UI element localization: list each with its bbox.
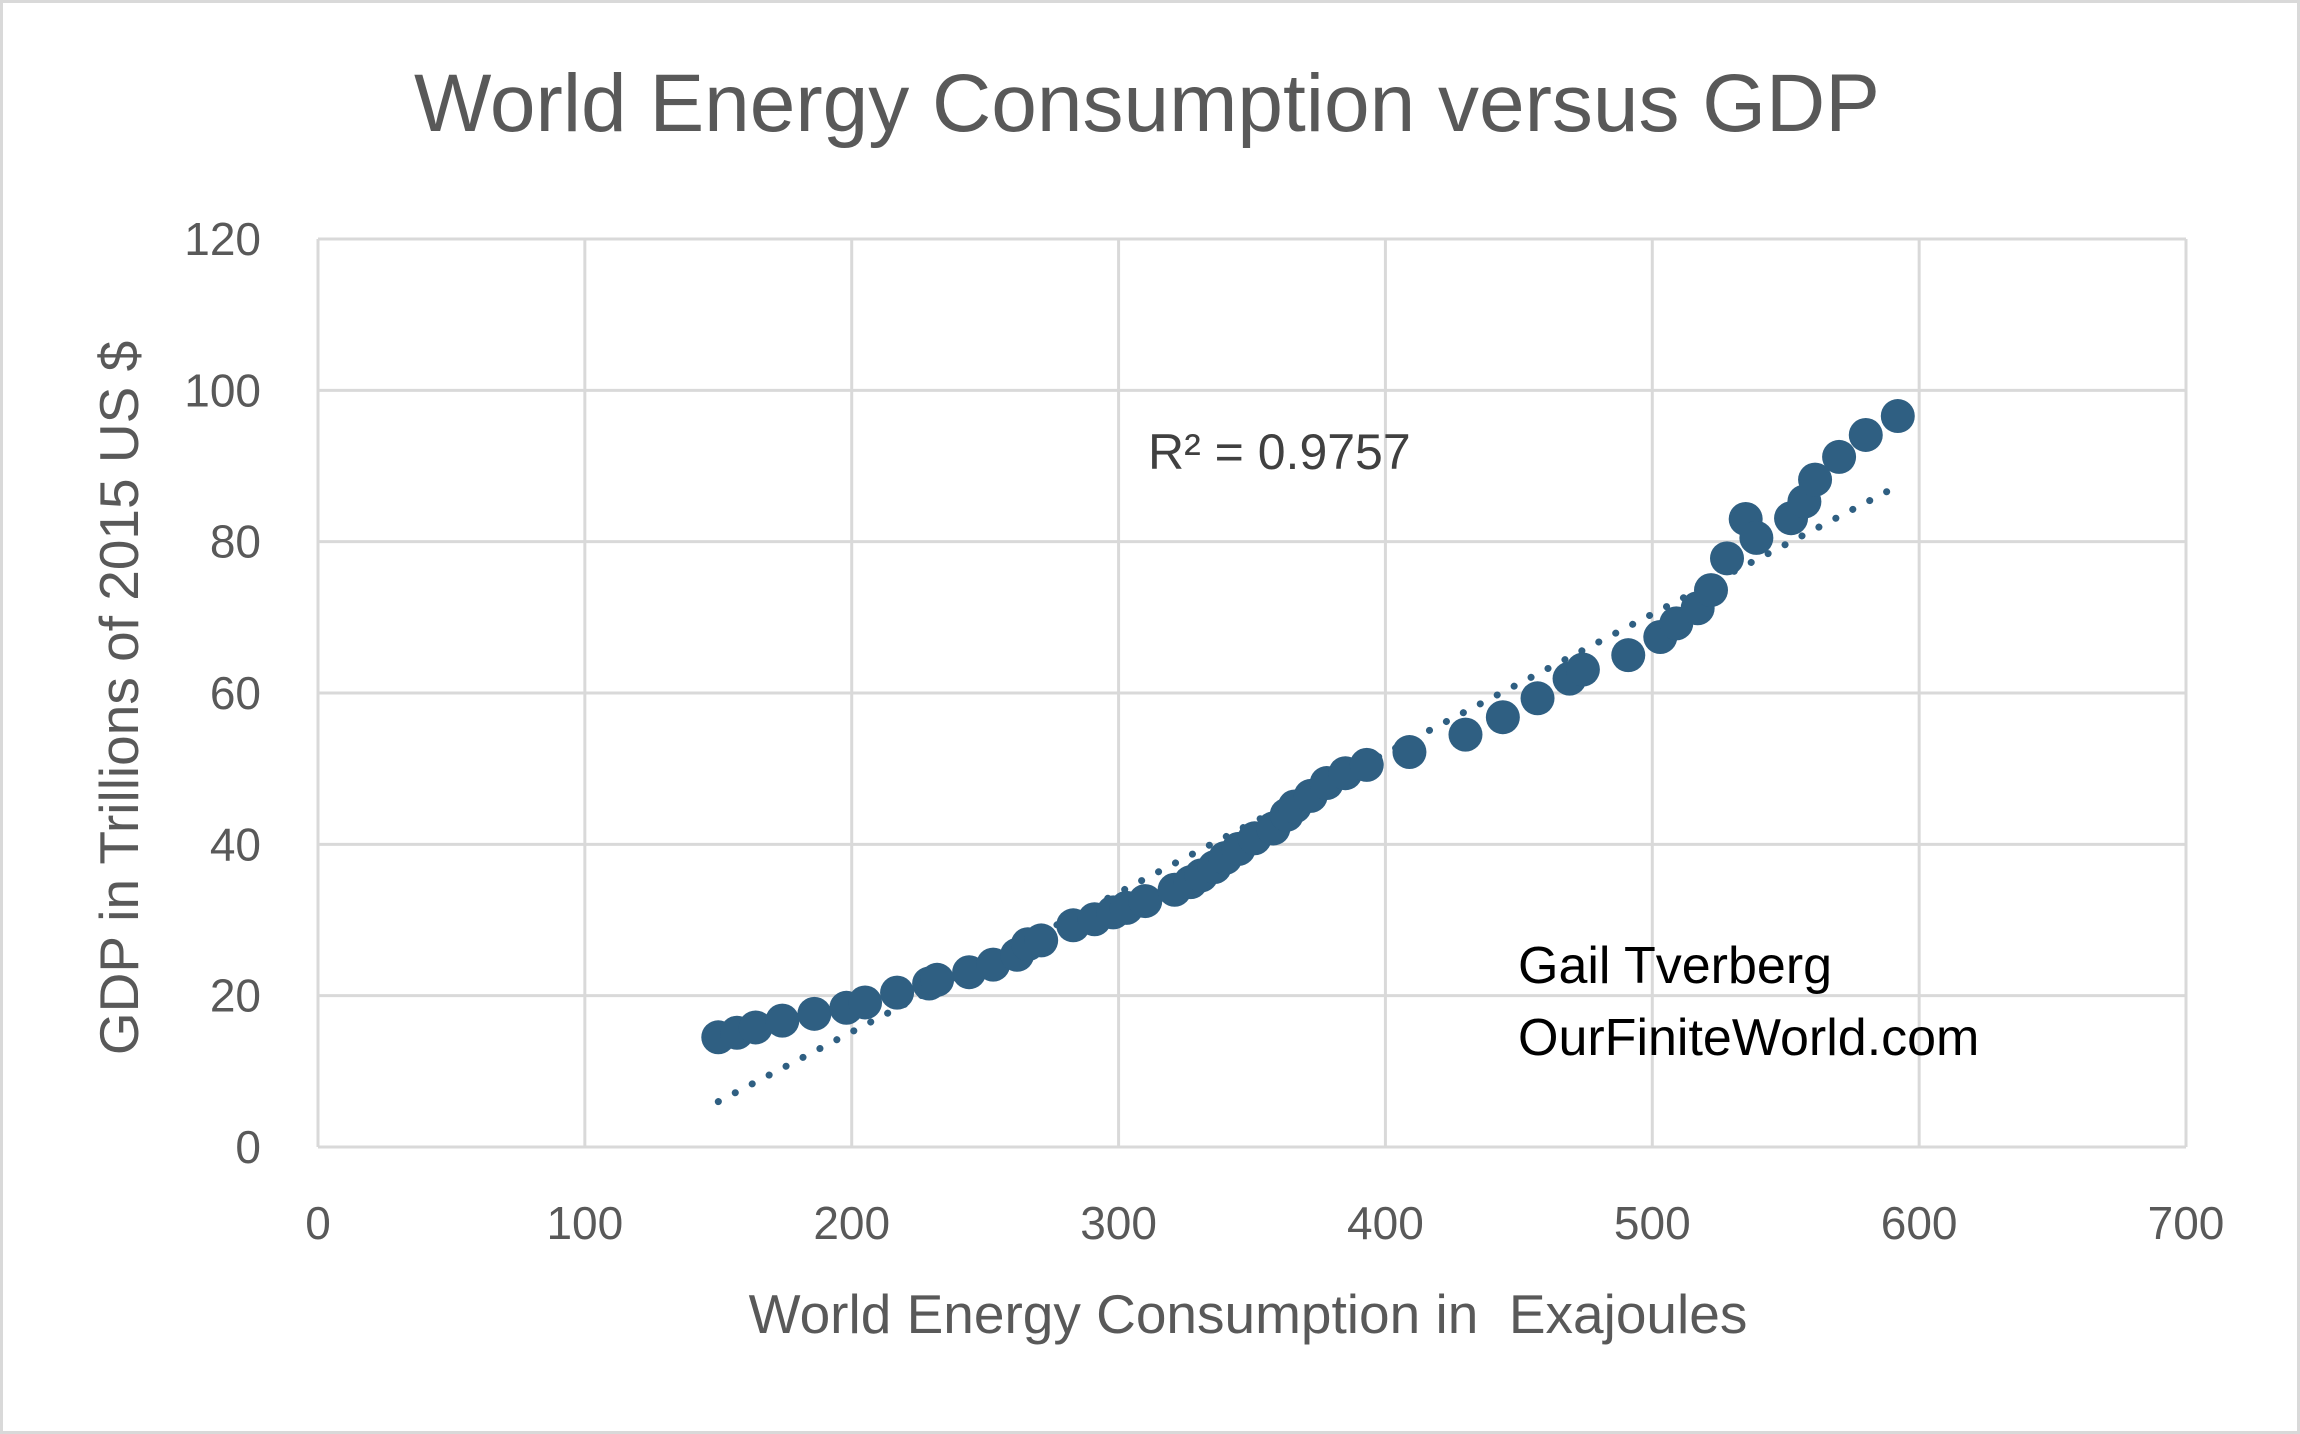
data-point xyxy=(848,985,883,1020)
data-point xyxy=(1822,439,1857,474)
y-tick-label: 100 xyxy=(184,364,261,416)
data-point xyxy=(738,1010,773,1045)
data-point xyxy=(1485,700,1520,735)
x-tick-label: 200 xyxy=(813,1197,890,1249)
chart-title: World Energy Consumption versus GDP xyxy=(414,58,1880,149)
y-tick-label: 0 xyxy=(235,1121,261,1173)
website-credit: OurFiniteWorld.com xyxy=(1518,1009,1979,1067)
data-point xyxy=(1798,462,1833,497)
data-point xyxy=(1392,735,1427,770)
data-point xyxy=(1565,652,1600,687)
x-tick-label: 0 xyxy=(305,1197,331,1249)
y-tick-label: 60 xyxy=(210,667,261,719)
x-tick-labels: 0 100 200 300 400 500 600 700 xyxy=(305,1197,2224,1249)
data-point xyxy=(1848,417,1883,452)
y-tick-label: 20 xyxy=(210,970,261,1022)
data-point xyxy=(797,996,832,1031)
y-tick-label: 40 xyxy=(210,818,261,870)
scatter-chart: World Energy Consumption versus GDP 0 20 4… xyxy=(88,58,2224,1345)
data-point xyxy=(1739,520,1774,555)
x-tick-label: 600 xyxy=(1881,1197,1958,1249)
r-squared-annotation: R² = 0.9757 xyxy=(1148,424,1411,480)
y-tick-label: 80 xyxy=(210,516,261,568)
data-point xyxy=(1448,717,1483,752)
data-points xyxy=(701,399,1915,1055)
data-point xyxy=(1693,573,1728,608)
y-tick-label: 120 xyxy=(184,213,261,265)
x-tick-label: 700 xyxy=(2148,1197,2225,1249)
x-axis-label: World Energy Consumption in Exajoules xyxy=(749,1283,1748,1345)
y-axis-label: GDP in Trillions of 2015 US $ xyxy=(88,341,150,1055)
x-tick-label: 500 xyxy=(1614,1197,1691,1249)
data-point xyxy=(765,1003,800,1038)
author-credit: Gail Tverberg xyxy=(1518,937,1832,995)
data-point xyxy=(1611,638,1646,673)
data-point xyxy=(1128,884,1163,919)
data-point xyxy=(920,962,955,997)
data-point xyxy=(1710,541,1745,576)
data-point xyxy=(1520,681,1555,716)
data-point xyxy=(1024,923,1059,958)
data-point xyxy=(1349,747,1384,782)
x-tick-label: 400 xyxy=(1347,1197,1424,1249)
y-tick-labels: 0 20 40 60 80 100 120 xyxy=(184,213,261,1173)
x-tick-label: 100 xyxy=(546,1197,623,1249)
data-point xyxy=(1880,399,1915,434)
data-point xyxy=(880,975,915,1010)
x-tick-label: 300 xyxy=(1080,1197,1157,1249)
